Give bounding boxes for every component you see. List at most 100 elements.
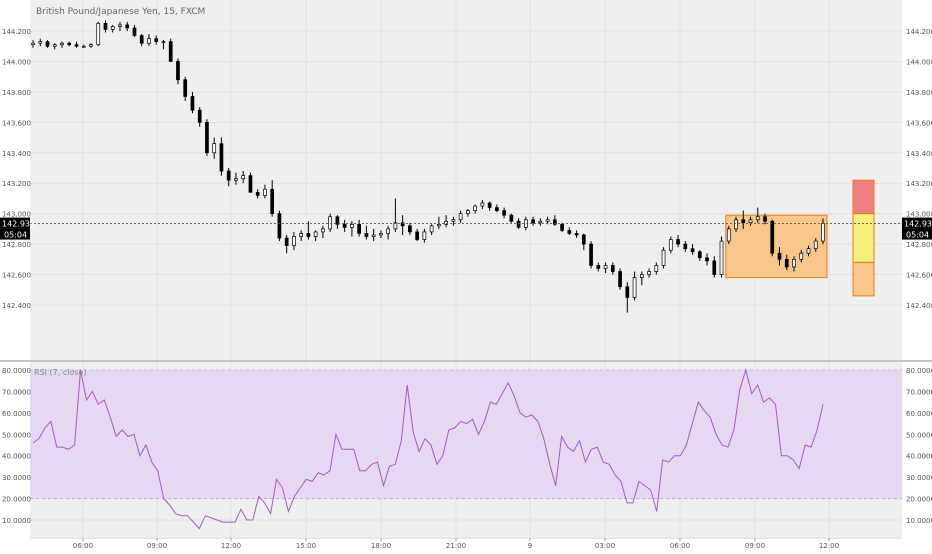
candle-body-up (38, 41, 43, 44)
candle-body-down (567, 230, 572, 234)
candle-body-down (190, 96, 195, 111)
candle-body-up (212, 143, 217, 154)
candle-body-down (306, 233, 311, 237)
candle-body-up (81, 45, 86, 48)
y-tick-label-left: 144.200 (2, 28, 31, 36)
candle-body-up (147, 38, 151, 44)
target-block (852, 261, 875, 297)
countdown-left-bg (0, 228, 30, 240)
candle-body-up (661, 249, 666, 266)
main-pane-bg (30, 0, 902, 360)
y-tick-label-left: 143.800 (2, 89, 31, 97)
main-pane[interactable]: British Pound/Japanese Yen, 15, FXCM (30, 0, 902, 360)
rsi-tick-label-right: 60.0000 (906, 410, 932, 418)
candle-body-up (813, 240, 818, 250)
rsi-tick-label-left: 70.0000 (2, 388, 31, 396)
risk-block (852, 179, 875, 215)
candle-body-down (364, 233, 369, 237)
candle-body-up (458, 213, 463, 221)
candle-body-up (806, 248, 811, 254)
x-tick-label: 03:00 (595, 542, 615, 550)
candle-body-down (415, 231, 419, 240)
candle-body-down (589, 243, 593, 266)
y-tick-label-left: 143.600 (2, 119, 31, 127)
candle-body-down (697, 251, 702, 259)
rsi-pane[interactable]: RSI (7, close) (30, 362, 902, 537)
candle-body-down (618, 271, 622, 288)
countdown-right-bg (902, 228, 932, 240)
candle-body-down (183, 79, 188, 97)
candle-body-up (748, 219, 753, 224)
rsi-axis-left[interactable]: 80.0000 70.0000 60.0000 50.0000 40.0000 30.00… (2, 367, 31, 525)
candle-body-up (632, 277, 637, 298)
candle-body-up (639, 274, 644, 278)
y-tick-label-right: 143.600 (906, 119, 932, 127)
rsi-tick-label-left: 50.0000 (2, 431, 31, 439)
candle-body-up (118, 24, 122, 27)
x-tick-label: 15:00 (296, 542, 316, 550)
x-axis[interactable]: 06:00 09:00 12:00 15:00 18:00 21:00 9 03:00 06:0… (30, 537, 902, 550)
y-tick-label-right: 143.000 (906, 211, 932, 219)
y-tick-label-right: 143.400 (906, 150, 932, 158)
candle-body-down (74, 44, 79, 47)
candle-body-down (45, 41, 50, 47)
rsi-tick-label-left: 80.0000 (2, 367, 31, 375)
y-axis-left[interactable]: 144.200 144.000 143.800 143.600 143.400 143.2… (2, 28, 31, 310)
price-label-left: 142.935 05:04 (0, 217, 35, 240)
candle-body-up (263, 188, 267, 196)
x-tick-label: 09:00 (147, 542, 167, 550)
candle-body-down (502, 210, 506, 216)
candle-body-up (234, 178, 238, 181)
candles (31, 20, 825, 313)
x-tick-label: 06:00 (670, 542, 690, 550)
candle-body-up (96, 23, 101, 46)
candle-body-up (371, 234, 376, 237)
candle-body-down (552, 219, 557, 225)
rsi-tick-label-left: 10.0000 (2, 517, 31, 525)
candle-body-up (603, 265, 608, 269)
candle-body-down (357, 223, 361, 234)
x-tick-label: 18:00 (371, 542, 391, 550)
candle-body-down (683, 243, 688, 250)
candle-body-up (719, 240, 724, 275)
candle-body-up (654, 265, 659, 272)
y-tick-label-right: 143.800 (906, 89, 932, 97)
candle-body-up (444, 220, 448, 225)
y-tick-label-right: 142.600 (906, 272, 932, 280)
candle-body-down (581, 234, 586, 245)
candle-body-up (89, 44, 93, 47)
candle-body-down (763, 216, 767, 222)
candle-body-up (386, 228, 390, 234)
candle-body-up (480, 202, 485, 207)
y-tick-label-left: 144.000 (2, 58, 31, 66)
candle-body-down (219, 143, 224, 172)
y-tick-label-right: 144.200 (906, 28, 932, 36)
candle-body-up (292, 236, 296, 246)
candle-body-down (610, 265, 615, 272)
rsi-tick-label-right: 20.0000 (906, 496, 932, 504)
candle-body-down (226, 170, 231, 181)
candle-body-down (516, 220, 521, 228)
candle-body-down (770, 220, 775, 254)
y-axis-right[interactable]: 144.200 144.000 143.800 143.600 143.400 143.2… (906, 28, 932, 310)
rsi-tick-label-left: 30.0000 (2, 474, 31, 482)
orange-zone (725, 214, 828, 279)
candle-body-down (777, 252, 782, 260)
candle-body-up (110, 26, 115, 30)
price-label-left-bg (0, 217, 30, 229)
candle-body-down (168, 41, 173, 62)
candle-body-up (451, 219, 456, 222)
x-tick-label: 21:00 (446, 542, 466, 550)
rsi-axis-right[interactable]: 80.0000 70.0000 60.0000 50.0000 40.0000 30.00… (906, 367, 932, 525)
candle-body-up (799, 252, 804, 260)
candle-body-down (255, 192, 260, 196)
y-tick-label-right: 143.200 (906, 180, 932, 188)
candle-body-down (560, 223, 564, 231)
y-tick-label-left: 142.800 (2, 241, 31, 249)
y-tick-label-left: 142.600 (2, 272, 31, 280)
candle-body-down (205, 121, 209, 154)
x-tick-label: 06:00 (73, 542, 93, 550)
candle-body-down (248, 175, 253, 193)
candle-body-down (342, 223, 347, 228)
